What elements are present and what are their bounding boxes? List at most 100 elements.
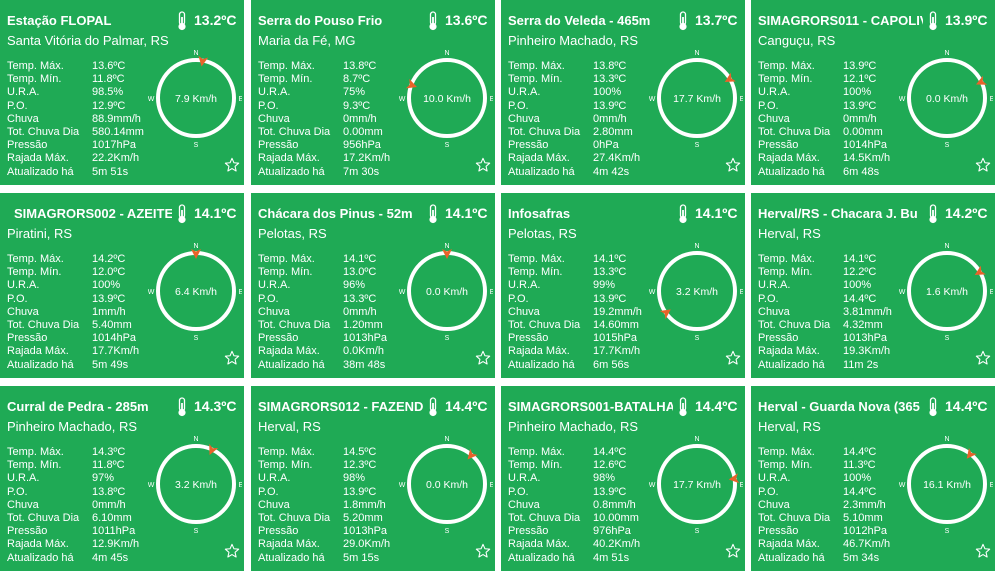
station-city: Pinheiro Machado, RS — [508, 419, 639, 434]
favorite-star-icon[interactable] — [224, 350, 240, 366]
favorite-star-icon[interactable] — [975, 350, 991, 366]
readings-table: Temp. Máx. 14.1ºC Temp. Mín. 12.2ºC U.R.… — [758, 253, 911, 372]
current-temperature: 14.1ºC — [695, 205, 738, 221]
favorite-star-icon[interactable] — [725, 350, 741, 366]
reading-row: U.R.A. 98% — [508, 472, 661, 485]
reading-row: Temp. Mín. 13.0ºC — [258, 266, 411, 279]
reading-label: Atualizado há — [508, 551, 575, 564]
compass-label-s: S — [695, 335, 700, 342]
reading-label: Temp. Mín. — [508, 459, 563, 472]
reading-row: Chuva 0mm/h — [508, 113, 661, 126]
wind-speed: 3.2 Km/h — [175, 479, 217, 491]
reading-value: 956hPa — [343, 139, 381, 152]
favorite-star-icon[interactable] — [975, 157, 991, 173]
compass-label-s: S — [445, 142, 450, 149]
wind-compass: N S E W 6.4 Km/h — [148, 243, 242, 342]
compass-ring — [407, 58, 487, 138]
favorite-star-icon[interactable] — [975, 543, 991, 559]
favorite-star-icon[interactable] — [475, 543, 491, 559]
reading-label: P.O. — [508, 292, 529, 305]
reading-value: 40.2Km/h — [593, 538, 641, 551]
reading-label: Temp. Mín. — [258, 266, 313, 279]
reading-row: Pressão 1013hPa — [258, 332, 411, 345]
reading-value: 13.9ºC — [593, 485, 627, 498]
station-card[interactable]: SIMAGRORS002 - AZEITE 14.1ºC Piratini, R… — [0, 193, 244, 378]
compass-label-n: N — [944, 436, 949, 443]
reading-row: Temp. Máx. 14.4ºC — [758, 446, 911, 459]
compass-label-s: S — [945, 335, 950, 342]
wind-speed: 7.9 Km/h — [175, 93, 217, 105]
reading-label: U.R.A. — [258, 86, 291, 99]
station-card[interactable]: Serra do Veleda - 465m 13.7ºC Pinheiro M… — [501, 0, 745, 185]
reading-row: Chuva 0mm/h — [758, 113, 911, 126]
reading-label: Rajada Máx. — [508, 345, 570, 358]
favorite-star-icon[interactable] — [224, 543, 240, 559]
favorite-star-icon[interactable] — [475, 157, 491, 173]
wind-compass: N S E W 0.0 Km/h — [399, 243, 493, 342]
station-card[interactable]: Curral de Pedra - 285m 14.3ºC Pinheiro M… — [0, 386, 244, 571]
reading-row: Temp. Máx. 13.8ºC — [258, 60, 411, 73]
compass-label-s: S — [194, 528, 199, 535]
reading-row: Atualizado há 11m 2s — [758, 359, 911, 372]
compass-label-w: W — [899, 482, 906, 489]
wind-speed: 0.0 Km/h — [926, 93, 968, 105]
reading-value: 12.2ºC — [843, 266, 877, 279]
reading-value: 88.9mm/h — [92, 112, 141, 125]
station-city: Herval, RS — [758, 226, 821, 241]
station-card[interactable]: Serra do Pouso Frio 13.6ºC Maria da Fé, … — [251, 0, 495, 185]
reading-row: P.O. 13.9ºC — [7, 293, 160, 306]
reading-label: Atualizado há — [758, 165, 825, 178]
reading-label: Tot. Chuva Dia — [258, 126, 331, 139]
reading-row: Rajada Máx. 17.2Km/h — [258, 152, 411, 165]
reading-row: Temp. Mín. 11.8ºC — [7, 73, 160, 86]
station-card[interactable]: SIMAGRORS011 - CAPOLIV 13.9ºC Canguçu, R… — [751, 0, 995, 185]
favorite-star-icon[interactable] — [725, 543, 741, 559]
reading-label: Chuva — [508, 498, 540, 511]
reading-row: Atualizado há 5m 49s — [7, 359, 160, 372]
reading-row: Rajada Máx. 29.0Km/h — [258, 538, 411, 551]
compass-label-n: N — [694, 50, 699, 57]
wind-speed: 0.0 Km/h — [426, 286, 468, 298]
wind-compass: N S E W 17.7 Km/h — [649, 436, 743, 535]
reading-value: 1mm/h — [92, 305, 126, 318]
station-card[interactable]: Chácara dos Pinus - 52m 14.1ºC Pelotas, … — [251, 193, 495, 378]
station-card[interactable]: Infosafras 14.1ºC Pelotas, RS Temp. Máx.… — [501, 193, 745, 378]
reading-value: 22.2Km/h — [92, 152, 140, 165]
reading-label: Tot. Chuva Dia — [508, 126, 581, 139]
reading-label: Tot. Chuva Dia — [758, 512, 831, 525]
reading-value: 13.9ºC — [593, 292, 627, 305]
reading-label: Atualizado há — [508, 165, 575, 178]
reading-value: 0mm/h — [343, 305, 377, 318]
station-card[interactable]: SIMAGRORS001-BATALHA 14.4ºC Pinheiro Mac… — [501, 386, 745, 571]
favorite-star-icon[interactable] — [224, 157, 240, 173]
reading-label: U.R.A. — [508, 86, 541, 99]
thermometer-icon — [429, 204, 437, 224]
reading-label: Chuva — [758, 498, 790, 511]
reading-label: Tot. Chuva Dia — [7, 319, 80, 332]
compass-label-e: E — [740, 482, 743, 489]
thermometer-icon — [679, 204, 687, 224]
reading-label: Temp. Mín. — [258, 459, 313, 472]
wind-direction-arrow — [974, 265, 986, 275]
station-card[interactable]: Herval/RS - Chacara J. Bu 14.2ºC Herval,… — [751, 193, 995, 378]
reading-value: 4.32mm — [843, 319, 883, 332]
favorite-star-icon[interactable] — [725, 157, 741, 173]
favorite-star-icon[interactable] — [475, 350, 491, 366]
wind-direction-arrow — [467, 448, 478, 460]
reading-row: Temp. Máx. 13.9ºC — [758, 60, 911, 73]
station-card[interactable]: SIMAGRORS012 - FAZEND 14.4ºC Herval, RS … — [251, 386, 495, 571]
reading-value: 13.9ºC — [843, 60, 877, 72]
reading-row: Tot. Chuva Dia 6.10mm — [7, 512, 160, 525]
reading-row: Pressão 1013hPa — [758, 332, 911, 345]
reading-row: Temp. Máx. 14.5ºC — [258, 446, 411, 459]
station-card[interactable]: Herval - Guarda Nova (365 14.4ºC Herval,… — [751, 386, 995, 571]
wind-speed: 10.0 Km/h — [423, 93, 471, 105]
station-card[interactable]: Estação FLOPAL 13.2ºC Santa Vitória do P… — [0, 0, 244, 185]
reading-value: 1013hPa — [343, 332, 388, 345]
reading-value: 27.4Km/h — [593, 152, 641, 165]
reading-label: Temp. Máx. — [758, 60, 815, 72]
reading-value: 11.8ºC — [92, 73, 125, 86]
reading-value: 14.2ºC — [92, 253, 126, 265]
reading-value: 14.1ºC — [843, 253, 877, 265]
reading-value: 12.1ºC — [843, 73, 877, 86]
